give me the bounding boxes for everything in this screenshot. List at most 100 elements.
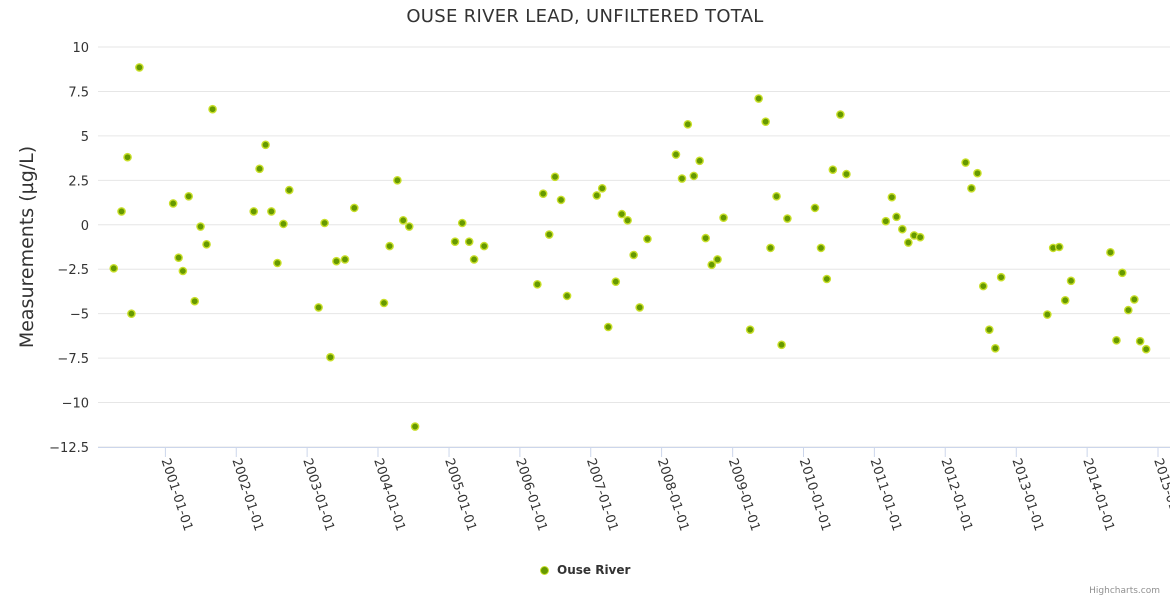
data-point[interactable] bbox=[887, 192, 897, 202]
data-point[interactable] bbox=[881, 216, 891, 226]
data-point[interactable] bbox=[836, 110, 845, 119]
data-point[interactable] bbox=[1060, 296, 1070, 305]
data-point[interactable] bbox=[603, 322, 613, 332]
data-point[interactable] bbox=[967, 184, 976, 193]
data-point[interactable] bbox=[1066, 276, 1076, 286]
data-point[interactable] bbox=[1117, 268, 1127, 278]
data-point[interactable] bbox=[398, 216, 408, 225]
legend-item-ouse-river[interactable]: Ouse River bbox=[540, 563, 630, 577]
data-point[interactable] bbox=[635, 303, 644, 312]
data-point[interactable] bbox=[719, 213, 728, 222]
data-point[interactable] bbox=[544, 230, 554, 239]
data-point[interactable] bbox=[202, 240, 211, 249]
data-point[interactable] bbox=[279, 219, 288, 229]
data-point[interactable] bbox=[783, 214, 792, 223]
data-point[interactable] bbox=[249, 207, 259, 216]
data-point[interactable] bbox=[469, 255, 479, 264]
data-point[interactable] bbox=[777, 340, 786, 350]
data-point[interactable] bbox=[550, 172, 560, 182]
data-point[interactable] bbox=[410, 422, 420, 431]
series-ouse-river[interactable] bbox=[109, 63, 1151, 431]
data-point[interactable] bbox=[915, 232, 925, 242]
data-point[interactable] bbox=[1123, 305, 1133, 315]
data-point[interactable] bbox=[1043, 310, 1052, 319]
data-point[interactable] bbox=[127, 309, 136, 318]
data-point[interactable] bbox=[978, 281, 988, 291]
data-point[interactable] bbox=[208, 104, 217, 114]
data-point[interactable] bbox=[707, 260, 716, 270]
data-point[interactable] bbox=[597, 184, 607, 193]
data-point[interactable] bbox=[393, 176, 402, 185]
data-point[interactable] bbox=[1135, 336, 1145, 346]
data-point[interactable] bbox=[284, 185, 294, 195]
data-point[interactable] bbox=[457, 218, 467, 228]
data-point[interactable] bbox=[1130, 295, 1139, 304]
data-point[interactable] bbox=[117, 207, 126, 216]
data-point[interactable] bbox=[174, 253, 183, 262]
data-point[interactable] bbox=[695, 156, 704, 166]
data-point[interactable] bbox=[617, 209, 627, 219]
data-point[interactable] bbox=[1141, 344, 1151, 354]
data-point[interactable] bbox=[450, 237, 460, 246]
data-point[interactable] bbox=[766, 243, 775, 253]
data-point[interactable] bbox=[683, 120, 693, 129]
data-point[interactable] bbox=[842, 169, 851, 179]
data-point[interactable] bbox=[273, 258, 282, 268]
data-point[interactable] bbox=[267, 207, 276, 216]
data-point[interactable] bbox=[326, 352, 335, 362]
data-point[interactable] bbox=[464, 237, 474, 246]
data-point[interactable] bbox=[761, 117, 770, 126]
data-point[interactable] bbox=[996, 272, 1006, 282]
data-point[interactable] bbox=[196, 222, 205, 231]
data-point[interactable] bbox=[404, 222, 414, 231]
data-point[interactable] bbox=[629, 250, 638, 260]
data-point[interactable] bbox=[689, 171, 699, 181]
data-point[interactable] bbox=[562, 291, 572, 301]
data-point[interactable] bbox=[592, 191, 602, 200]
data-point[interactable] bbox=[991, 344, 1000, 353]
data-point[interactable] bbox=[701, 233, 710, 243]
credits-link[interactable]: Highcharts.com bbox=[1089, 586, 1160, 596]
data-point[interactable] bbox=[745, 325, 755, 334]
data-point[interactable] bbox=[385, 241, 394, 251]
data-point[interactable] bbox=[1054, 242, 1064, 252]
data-point[interactable] bbox=[671, 150, 681, 159]
data-point[interactable] bbox=[713, 255, 722, 264]
data-point[interactable] bbox=[190, 296, 200, 306]
data-point[interactable] bbox=[973, 168, 982, 178]
data-point[interactable] bbox=[904, 238, 913, 247]
data-point[interactable] bbox=[822, 274, 832, 284]
data-point[interactable] bbox=[1106, 248, 1115, 257]
data-point[interactable] bbox=[314, 303, 323, 312]
data-point[interactable] bbox=[123, 152, 132, 162]
data-point[interactable] bbox=[135, 63, 144, 72]
data-point[interactable] bbox=[772, 192, 781, 201]
data-point[interactable] bbox=[892, 212, 901, 222]
data-point[interactable] bbox=[898, 224, 907, 234]
data-point[interactable] bbox=[538, 189, 548, 198]
data-point[interactable] bbox=[611, 277, 621, 286]
data-point[interactable] bbox=[332, 256, 341, 266]
data-point[interactable] bbox=[533, 280, 542, 289]
data-point[interactable] bbox=[1112, 336, 1121, 345]
data-point[interactable] bbox=[961, 158, 970, 167]
data-point[interactable] bbox=[320, 218, 329, 228]
data-point[interactable] bbox=[340, 255, 350, 264]
data-point[interactable] bbox=[184, 192, 194, 201]
data-point[interactable] bbox=[810, 203, 820, 213]
data-point[interactable] bbox=[255, 164, 264, 174]
data-point[interactable] bbox=[178, 266, 188, 276]
data-point[interactable] bbox=[261, 140, 270, 150]
data-point[interactable] bbox=[677, 174, 687, 183]
data-point[interactable] bbox=[379, 298, 389, 308]
data-point[interactable] bbox=[623, 216, 632, 225]
data-point[interactable] bbox=[643, 234, 652, 244]
data-point[interactable] bbox=[168, 199, 178, 208]
data-point[interactable] bbox=[816, 243, 826, 253]
data-point[interactable] bbox=[109, 264, 119, 273]
data-point[interactable] bbox=[556, 195, 566, 205]
data-point[interactable] bbox=[754, 94, 763, 103]
data-point[interactable] bbox=[984, 325, 994, 334]
data-point[interactable] bbox=[828, 165, 838, 174]
data-point[interactable] bbox=[479, 241, 489, 251]
